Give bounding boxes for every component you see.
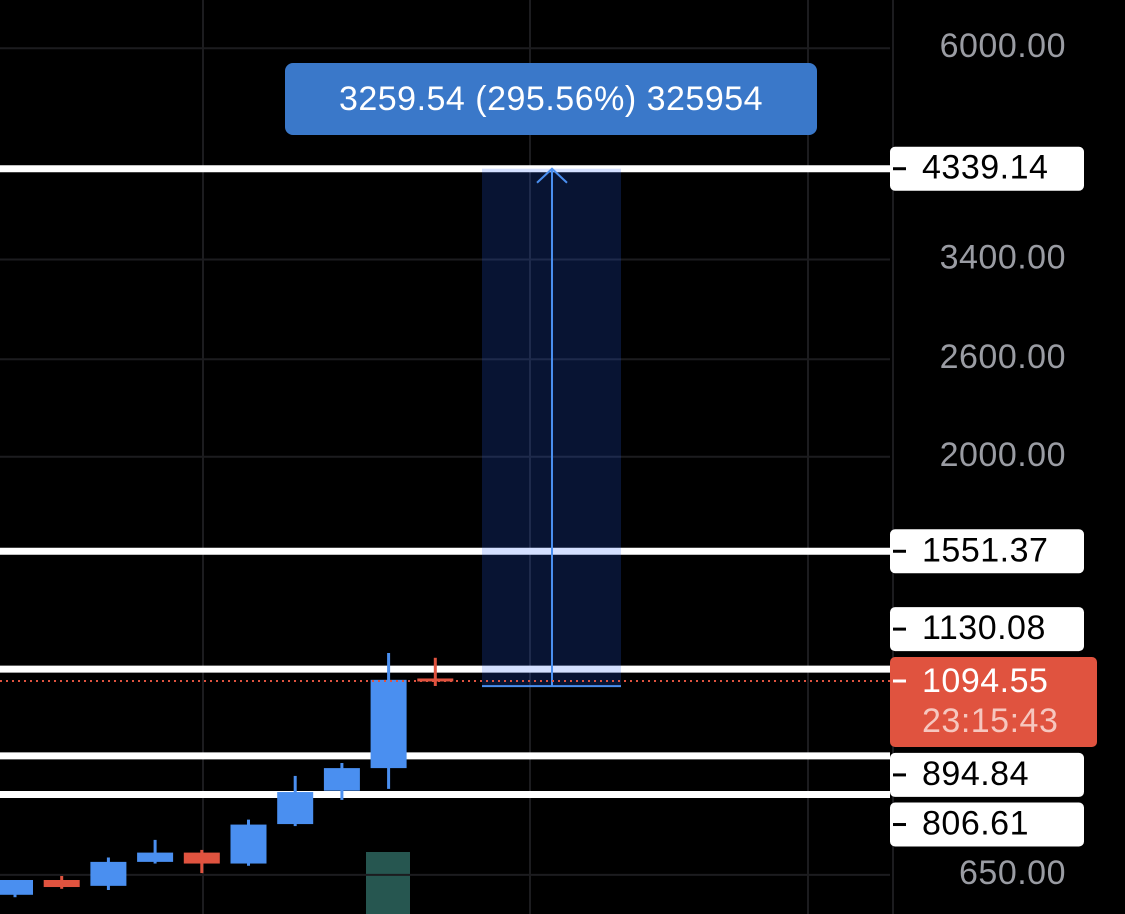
- candle-body: [137, 852, 174, 862]
- candle-body: [370, 679, 407, 769]
- y-tick-label: 2600.00: [940, 338, 1066, 376]
- y-tick-label: 3400.00: [940, 238, 1066, 276]
- y-tick-label: 6000.00: [940, 27, 1066, 65]
- price-label: 4339.14: [922, 149, 1048, 187]
- candle-body: [0, 879, 33, 895]
- price-label-box: [890, 607, 1084, 652]
- candle-body: [323, 768, 360, 791]
- candle-body: [230, 824, 267, 864]
- price-label-box: [890, 802, 1084, 847]
- candle-body: [43, 879, 80, 888]
- volume-bar: [366, 852, 410, 914]
- y-tick-label: 650.00: [959, 854, 1066, 892]
- candle-body: [277, 792, 314, 825]
- countdown: 23:15:43: [922, 702, 1058, 740]
- price-label: 894.84: [922, 755, 1029, 793]
- measure-label-box: [285, 63, 817, 135]
- measure-arrowhead: [536, 167, 568, 184]
- price-label: 1551.37: [922, 531, 1048, 569]
- price-label: 1130.08: [922, 609, 1046, 647]
- current-price-label: 1094.55: [922, 662, 1048, 700]
- y-tick-label: 2000.00: [940, 436, 1066, 474]
- candle-body: [183, 852, 220, 864]
- price-label-box: [890, 146, 1084, 191]
- measure-label: 3259.54 (295.56%) 325954: [339, 80, 763, 118]
- price-label: 806.61: [922, 805, 1029, 843]
- price-label-box: [890, 529, 1084, 574]
- price-label-box: [890, 752, 1084, 797]
- current-price-box: [890, 656, 1097, 747]
- candle-body: [90, 861, 127, 886]
- candle-body: [417, 678, 454, 682]
